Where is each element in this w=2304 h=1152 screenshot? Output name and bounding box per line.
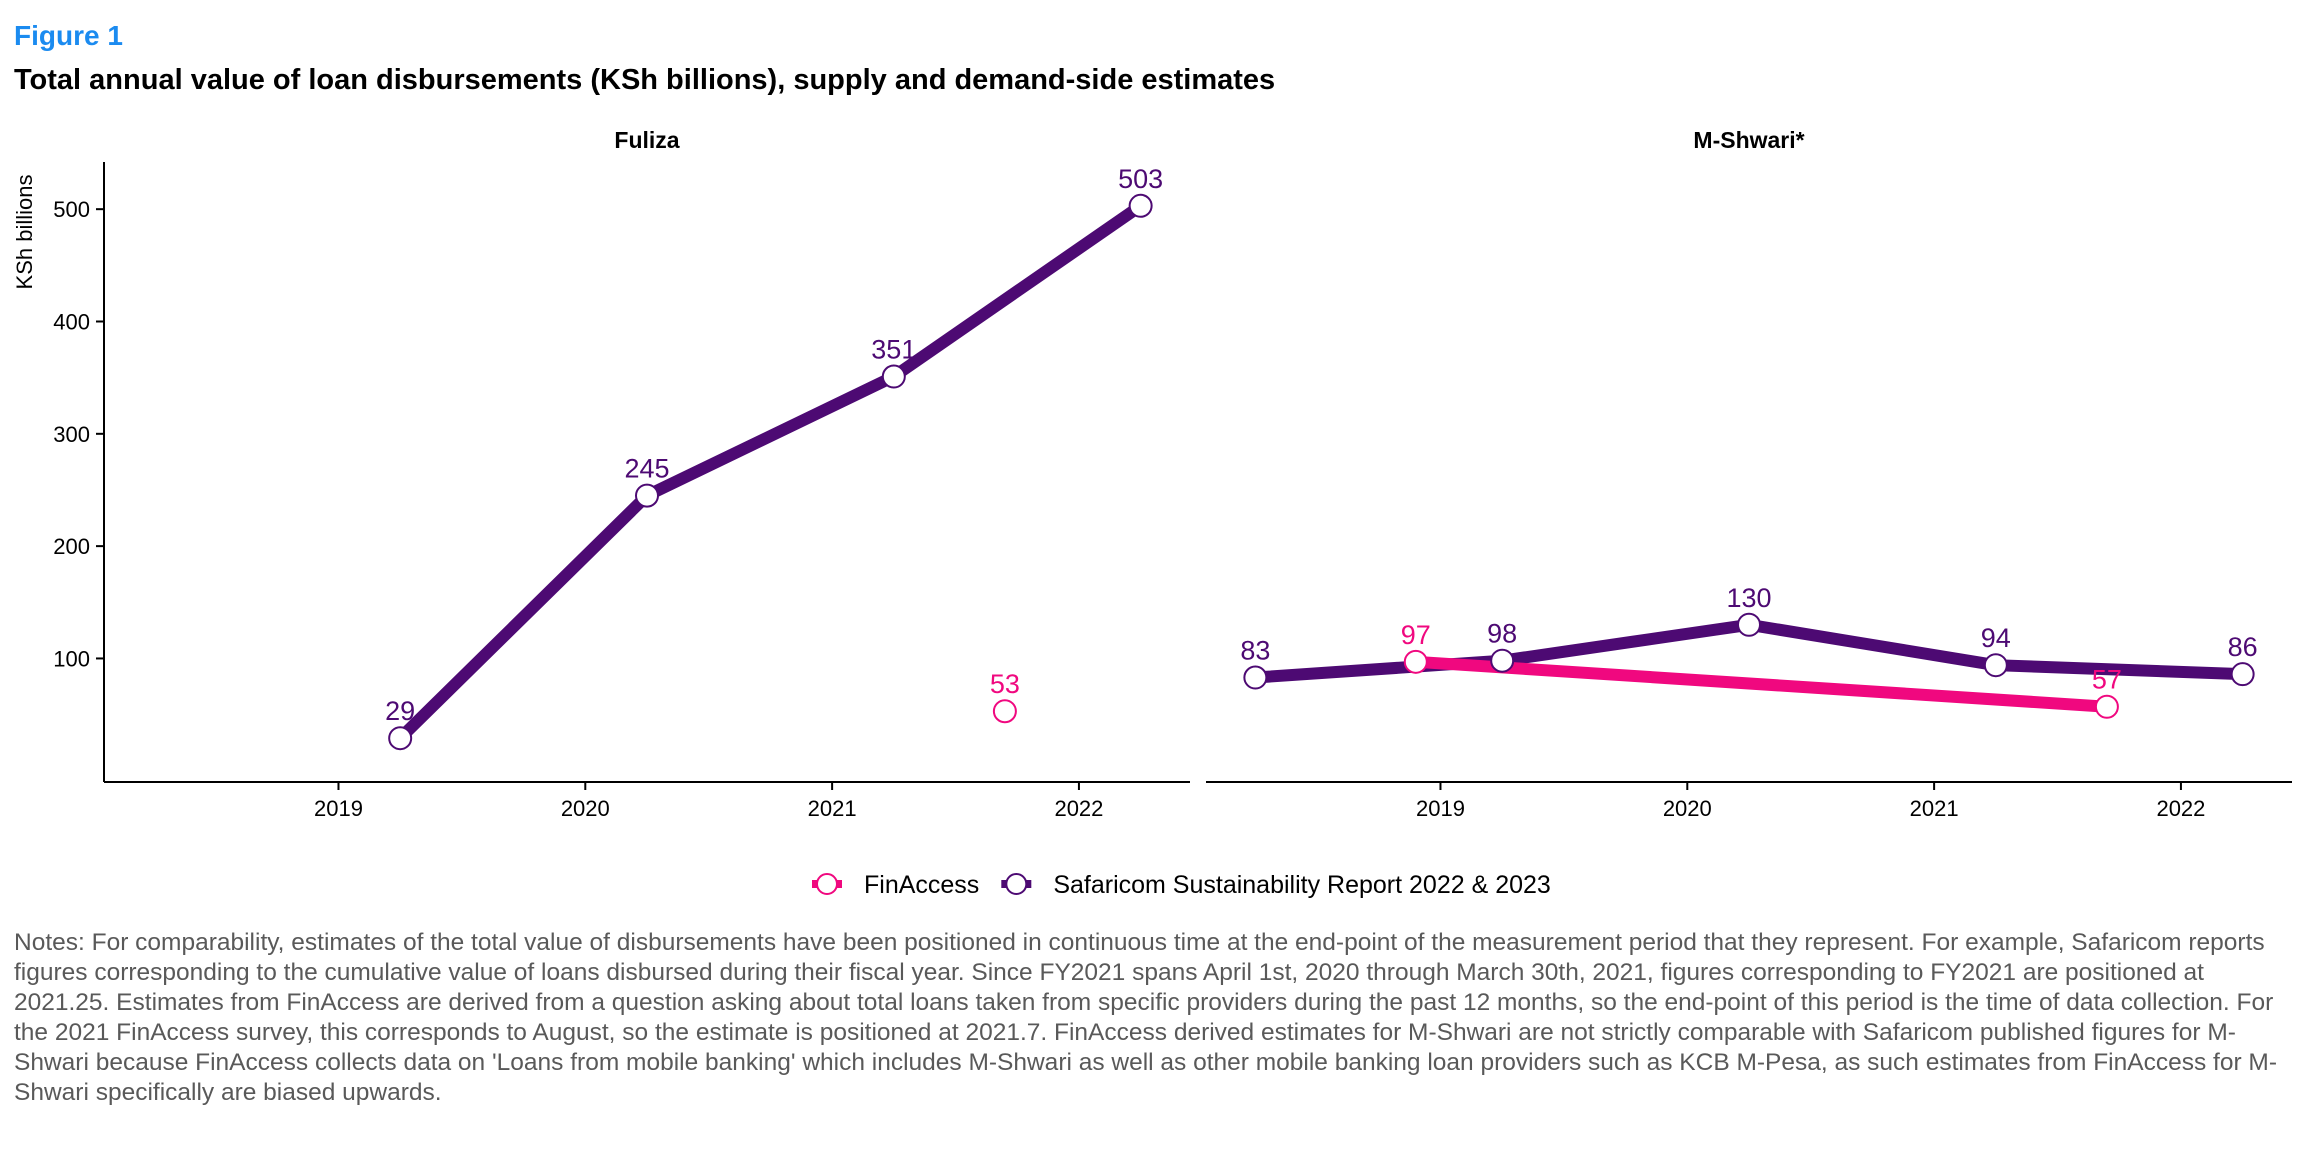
y-tick-label: 500 xyxy=(53,197,90,222)
chart-canvas: Fuliza 2019 2020 2021 2022 100 200 300 400 500 29 2… xyxy=(12,127,2292,899)
panel-m-shwari: M-Shwari* 2019 2020 2021 2022 83 98 130 94 86 97 57 xyxy=(1206,127,2292,821)
y-tick-label: 400 xyxy=(53,309,90,334)
legend: FinAccess Safaricom Sustainability Report… xyxy=(812,871,1551,899)
x-tick-label: 2019 xyxy=(1416,796,1465,821)
data-label: 98 xyxy=(1487,619,1517,649)
data-label: 503 xyxy=(1118,164,1163,194)
data-point xyxy=(1983,653,2008,678)
data-label: 245 xyxy=(624,454,669,484)
data-point xyxy=(1243,665,1268,690)
panel-fuliza: Fuliza 2019 2020 2021 2022 100 200 300 400 500 29 2… xyxy=(53,127,1190,821)
data-point xyxy=(388,726,413,751)
data-label: 29 xyxy=(385,696,415,726)
data-label: 53 xyxy=(990,669,1020,699)
legend-label: Safaricom Sustainability Report 2022 & 2… xyxy=(1053,871,1551,899)
data-point xyxy=(2094,694,2119,719)
y-tick-label: 100 xyxy=(53,646,90,671)
data-label: 94 xyxy=(1981,623,2011,653)
x-tick-label: 2019 xyxy=(314,796,363,821)
y-tick-label: 300 xyxy=(53,422,90,447)
chart-title: Total annual value of loan disbursements… xyxy=(14,64,1276,96)
figure-label: Figure 1 xyxy=(14,20,123,51)
data-point xyxy=(1403,649,1428,674)
y-axis-label: KSh billions xyxy=(12,175,37,290)
legend-label: FinAccess xyxy=(864,871,979,899)
legend-swatch-marker xyxy=(816,873,838,895)
y-tick-label: 200 xyxy=(53,534,90,559)
x-tick-label: 2022 xyxy=(2156,796,2205,821)
x-tick-label: 2021 xyxy=(1910,796,1959,821)
x-tick-label: 2021 xyxy=(808,796,857,821)
data-point xyxy=(1737,612,1761,637)
series-line xyxy=(1409,655,2113,713)
x-tick-label: 2020 xyxy=(1663,796,1712,821)
panel-title: M-Shwari* xyxy=(1693,127,1804,153)
data-point xyxy=(992,699,1017,724)
data-label: 83 xyxy=(1240,636,1270,666)
data-label: 97 xyxy=(1401,620,1431,650)
legend-swatch-marker xyxy=(1005,873,1028,895)
data-point xyxy=(881,364,906,389)
x-tick-label: 2020 xyxy=(561,796,610,821)
data-label: 351 xyxy=(871,335,916,365)
series-line xyxy=(394,199,1147,745)
data-label: 130 xyxy=(1726,583,1771,613)
data-point xyxy=(1490,648,1515,673)
data-point xyxy=(635,483,659,508)
data-label: 86 xyxy=(2228,632,2258,662)
data-point xyxy=(1128,193,1153,218)
notes-text: Notes: For comparability, estimates of t… xyxy=(14,929,2277,1106)
data-point xyxy=(2230,662,2255,687)
data-label: 57 xyxy=(2092,665,2122,695)
x-tick-label: 2022 xyxy=(1054,796,1103,821)
panel-title: Fuliza xyxy=(614,127,679,153)
